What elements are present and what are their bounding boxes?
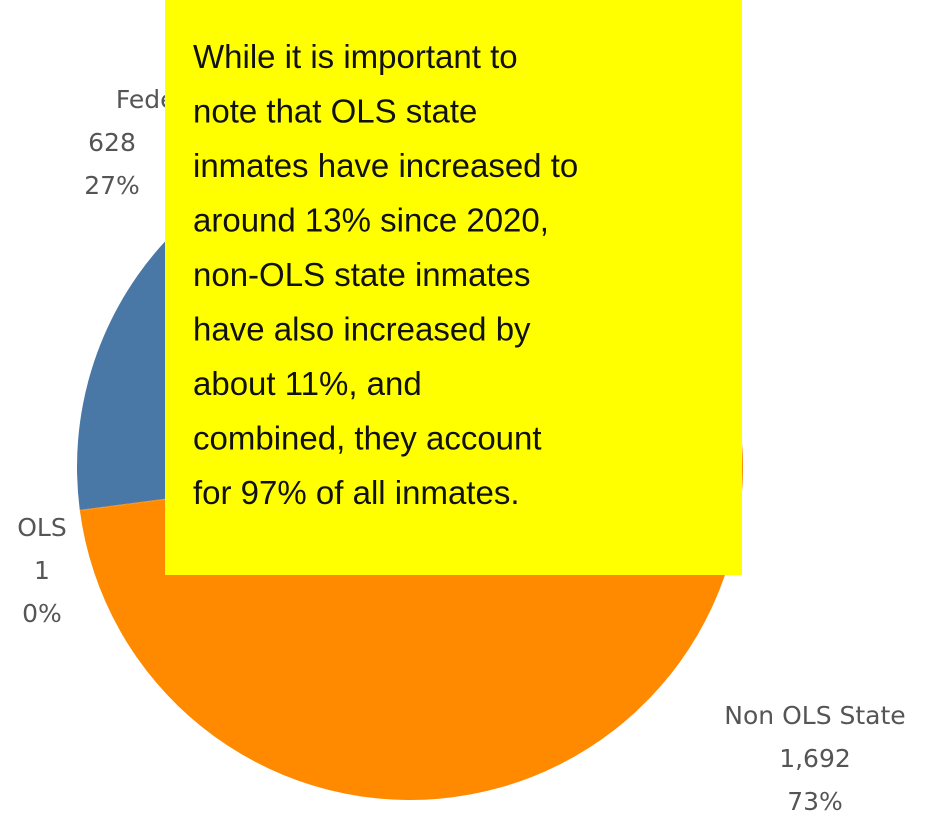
annotation-line: note that OLS state <box>193 93 477 130</box>
slice-percent: 27% <box>84 171 140 200</box>
annotation-line: While it is important to <box>193 38 518 75</box>
annotation-line: inmates have increased to <box>193 147 578 184</box>
slice-percent: 0% <box>22 599 62 628</box>
slice-name: OLS <box>17 513 66 542</box>
annotation-line: for 97% of all inmates. <box>193 474 520 511</box>
annotation-line: non-OLS state inmates <box>193 256 531 293</box>
annotation: While it is important to note that OLS st… <box>193 38 578 511</box>
slice-value: 628 <box>88 128 136 157</box>
annotation-line: combined, they account <box>193 420 542 457</box>
annotation-line: around 13% since 2020, <box>193 202 549 239</box>
slice-value: 1,692 <box>779 744 851 773</box>
annotation-line: have also increased by <box>193 311 531 348</box>
annotation-line: about 11%, and <box>193 365 422 402</box>
slice-name: Non OLS State <box>724 701 905 730</box>
annotation-box <box>165 0 742 575</box>
slice-percent: 73% <box>787 787 843 816</box>
slice-value: 1 <box>34 556 50 585</box>
